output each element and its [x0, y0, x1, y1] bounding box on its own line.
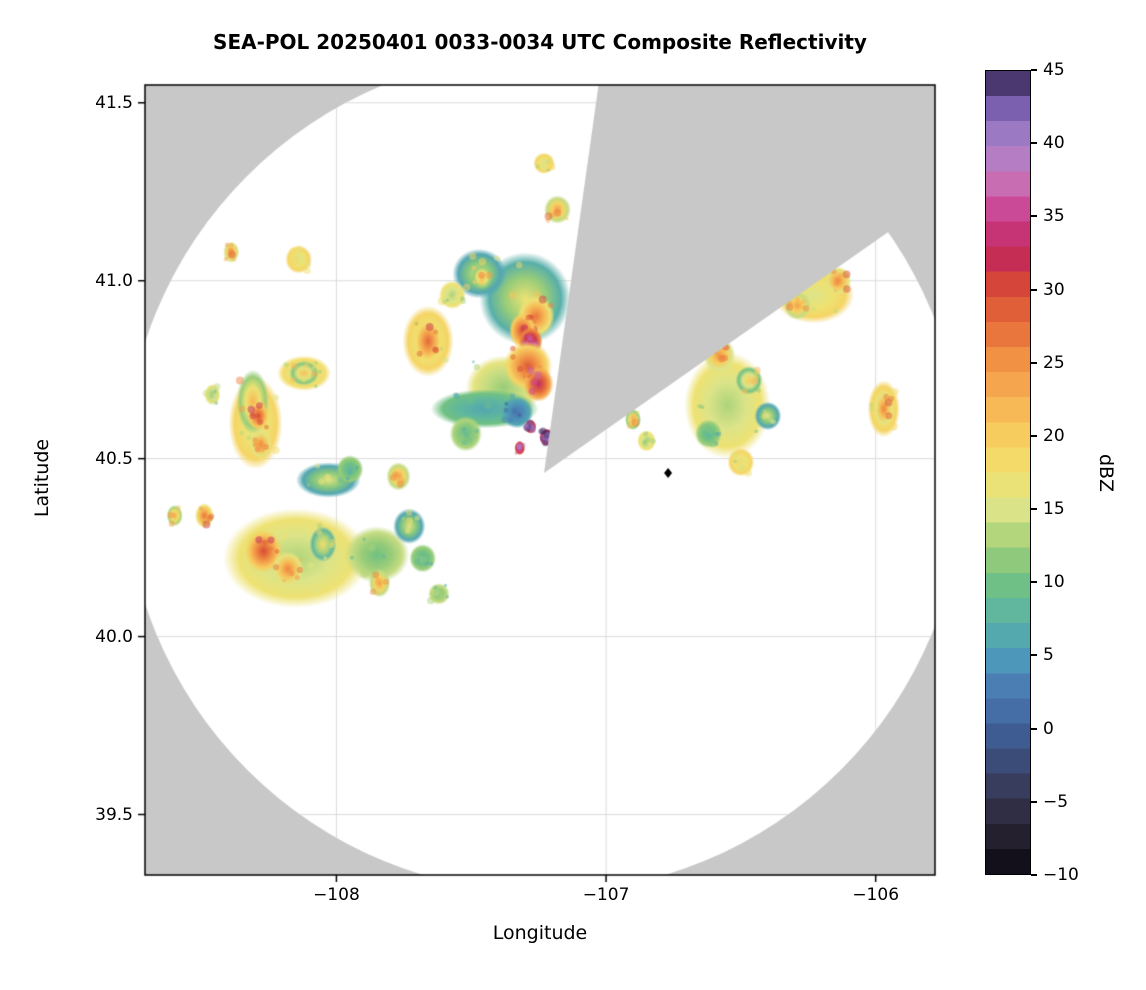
colorbar-tick-mark [1031, 581, 1037, 584]
x-tick-label: −107 [582, 885, 630, 905]
colorbar-tick-mark [1031, 142, 1037, 145]
colorbar-tick-label: 30 [1043, 279, 1065, 300]
colorbar-tick-label: 45 [1043, 60, 1065, 80]
colorbar-tick-mark [1031, 288, 1037, 291]
y-tick-label: 40.0 [95, 626, 133, 647]
y-tick-label: 39.5 [95, 804, 133, 825]
y-tick-label: 41.0 [95, 270, 133, 291]
colorbar [985, 70, 1031, 875]
colorbar-tick-mark [1031, 654, 1037, 657]
y-tick-label: 41.5 [95, 92, 133, 113]
colorbar-tick-mark [1031, 69, 1037, 71]
colorbar-tick-label: 15 [1043, 499, 1065, 520]
colorbar-tick-label: 5 [1043, 645, 1054, 666]
colorbar-tick-label: −10 [1043, 865, 1079, 885]
chart-title: SEA-POL 20250401 0033-0034 UTC Composite… [213, 30, 867, 54]
colorbar-tick-label: 40 [1043, 133, 1065, 154]
colorbar-tick-mark [1031, 800, 1037, 803]
colorbar-tick-mark [1031, 361, 1037, 364]
colorbar-tick-label: 25 [1043, 352, 1065, 373]
colorbar-tick-mark [1031, 508, 1037, 511]
colorbar-tick-mark [1031, 874, 1037, 876]
x-axis-label: Longitude [492, 922, 588, 944]
colorbar-label: dBZ [1095, 453, 1117, 493]
colorbar-tick-label: 35 [1043, 206, 1065, 227]
x-tick-label: −106 [852, 885, 900, 905]
y-tick-label: 40.5 [95, 448, 133, 469]
y-axis-label: Latitude [31, 438, 53, 518]
colorbar-tick-label: 0 [1043, 718, 1054, 739]
colorbar-tick-mark [1031, 434, 1037, 437]
colorbar-tick-mark [1031, 727, 1037, 730]
colorbar-tick-label: 10 [1043, 572, 1065, 593]
colorbar-tick-label: 20 [1043, 425, 1065, 446]
x-tick-label: −108 [313, 885, 360, 905]
colorbar-tick-label: −5 [1043, 791, 1069, 812]
colorbar-tick-mark [1031, 215, 1037, 218]
